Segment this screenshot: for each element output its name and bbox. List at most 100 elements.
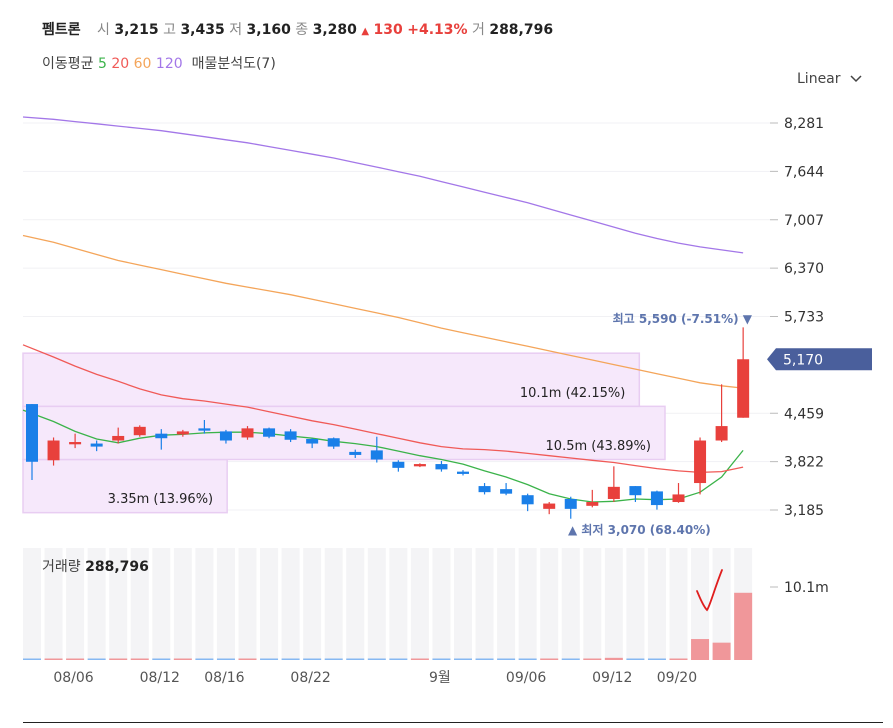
volume-bar[interactable] [561,658,580,661]
volume-column-bg [432,548,451,660]
candle[interactable] [198,420,211,434]
volume-bar[interactable] [324,658,343,661]
candle[interactable] [155,429,168,450]
candle-body [263,428,276,437]
candle[interactable] [413,463,426,468]
candle[interactable] [694,437,707,495]
volume-bar[interactable] [23,658,41,661]
volume-bar[interactable] [260,658,279,661]
candle[interactable] [543,502,556,515]
candle-body [694,440,707,484]
ma120-period[interactable]: 120 [155,56,183,72]
volume-bar[interactable] [130,658,149,661]
volume-bar[interactable] [583,658,602,661]
candle[interactable] [564,496,577,519]
volume-bar[interactable] [626,658,645,661]
volume-column-bg [561,548,580,660]
candle[interactable] [435,461,448,472]
candle[interactable] [521,493,534,512]
volume-bar[interactable] [518,658,537,661]
candle[interactable] [650,490,663,510]
ma20-period[interactable]: 20 [111,56,130,72]
volume-bar[interactable] [604,657,623,660]
candle[interactable] [392,460,405,472]
candle[interactable] [47,437,60,466]
date-axis: 08/06 08/12 08/16 08/22 9월 09/06 09/12 09/20 [53,670,697,686]
candle[interactable] [112,427,125,444]
candle[interactable] [349,449,362,458]
volume-bar[interactable] [152,658,171,661]
moving-average-lines [22,116,744,503]
volume-bar[interactable] [238,658,257,661]
volume-bar[interactable] [216,658,235,661]
candle[interactable] [241,426,254,440]
candle[interactable] [607,466,620,503]
volume-bar[interactable] [195,658,214,661]
candle[interactable] [586,489,599,508]
candle[interactable] [176,429,189,437]
date-tick-label: 09/06 [506,670,546,686]
candle[interactable] [478,483,491,495]
candle[interactable] [26,404,38,481]
candle[interactable] [90,440,103,452]
volume-bar[interactable] [66,658,85,661]
scale-label[interactable]: Linear [797,71,841,87]
candle[interactable] [457,470,469,476]
price-tick-label: 7,007 [784,213,824,229]
volume-bar[interactable] [691,639,710,660]
price-tick-label: 4,459 [784,406,824,422]
volume-bar[interactable] [734,592,753,660]
candle[interactable] [219,429,232,444]
volume-bar[interactable] [454,658,472,661]
candle[interactable] [133,425,146,437]
scale-selector[interactable]: Linear [797,71,862,87]
candle[interactable] [500,483,513,496]
volume-column-bg [475,548,494,660]
candle[interactable] [306,438,319,449]
volume-bar[interactable] [389,658,408,661]
volume-bar[interactable] [346,658,365,661]
volume-bar[interactable] [303,658,322,661]
chevron-down-icon[interactable] [850,75,862,83]
candle[interactable] [370,436,383,463]
volume-bar[interactable] [173,658,192,661]
volume-bar[interactable] [712,642,731,660]
candle-body [47,440,60,461]
volume-bar[interactable] [540,658,559,661]
volume-bar[interactable] [475,658,494,661]
ma5-period[interactable]: 5 [97,56,107,72]
date-tick-label: 09/12 [592,670,632,686]
candle[interactable] [737,327,750,418]
volume-bar[interactable] [367,658,386,661]
candles [26,327,750,519]
volume-profile-bar [22,352,641,408]
candle[interactable] [672,483,685,503]
volume-profile-label[interactable]: 매물분석도(7) [191,56,276,72]
price-axis: 8,281 7,644 7,007 6,370 5,733 4,459 3,822 3,185 [770,116,824,519]
volume-bar[interactable] [497,658,516,661]
volume-bar[interactable] [647,658,666,661]
max-price-annotation: 최고 5,590 (-7.51%) ▼ [613,311,753,326]
volume-column-bg [281,548,300,660]
candle[interactable] [69,433,82,449]
volume-column-bg [410,548,429,660]
volume-bar[interactable] [109,658,128,661]
volume-bar[interactable] [281,658,300,661]
candle[interactable] [715,384,728,443]
volume-column-bg [109,548,128,660]
volume-column-bg [691,548,710,660]
volume-bar[interactable] [410,658,429,661]
indicator-legend[interactable]: 이동평균 5 20 60 120 매물분석도(7) [42,53,276,73]
candle[interactable] [263,427,276,439]
volume-bar[interactable] [44,658,63,661]
candle[interactable] [629,486,642,503]
ma60-period[interactable]: 60 [133,56,152,72]
candle[interactable] [327,437,340,449]
volume-bar[interactable] [669,658,688,661]
volume-bar[interactable] [87,658,106,661]
volume-bar[interactable] [432,658,451,661]
moving-average-label[interactable]: 이동평균 [42,56,94,72]
volume-profile-label: 10.5m (43.89%) [546,439,651,454]
candle[interactable] [284,429,297,443]
